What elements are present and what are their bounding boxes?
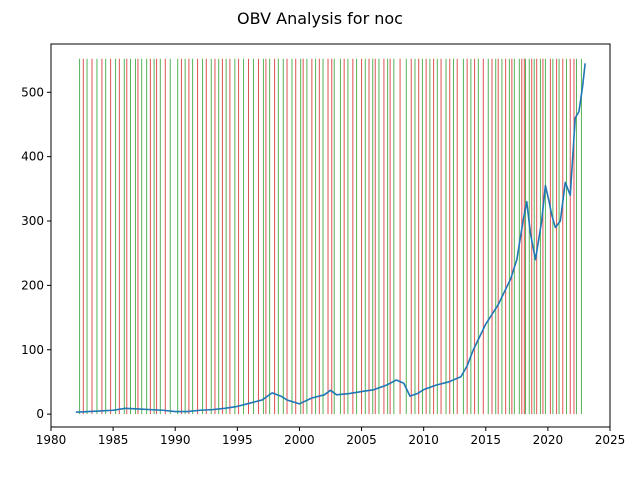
x-tick-label: 1985 — [98, 433, 129, 447]
x-tick-label: 1980 — [36, 433, 67, 447]
obv-line — [75, 63, 586, 413]
x-tick-label: 2015 — [471, 433, 502, 447]
x-tick-label: 2000 — [284, 433, 315, 447]
y-axis: 0 100 200 300 400 500 — [21, 85, 51, 421]
chart-title: OBV Analysis for noc — [237, 9, 403, 28]
signal-lines — [79, 58, 582, 415]
x-tick-label: 1990 — [160, 433, 191, 447]
x-tick-label: 2010 — [408, 433, 439, 447]
obv-series — [75, 63, 586, 413]
y-tick-label: 100 — [21, 343, 44, 357]
x-tick-label: 2020 — [533, 433, 564, 447]
y-tick-label: 500 — [21, 85, 44, 99]
y-tick-label: 200 — [21, 278, 44, 292]
plot-frame — [50, 43, 611, 428]
y-tick-label: 300 — [21, 214, 44, 228]
x-tick-label: 2005 — [346, 433, 377, 447]
y-tick-label: 400 — [21, 150, 44, 164]
y-tick-label: 0 — [36, 407, 44, 421]
x-axis: 1980 1985 1990 1995 2000 2005 2010 2015 2020 2025 — [36, 427, 626, 447]
x-tick-label: 1995 — [222, 433, 253, 447]
x-tick-label: 2025 — [595, 433, 626, 447]
